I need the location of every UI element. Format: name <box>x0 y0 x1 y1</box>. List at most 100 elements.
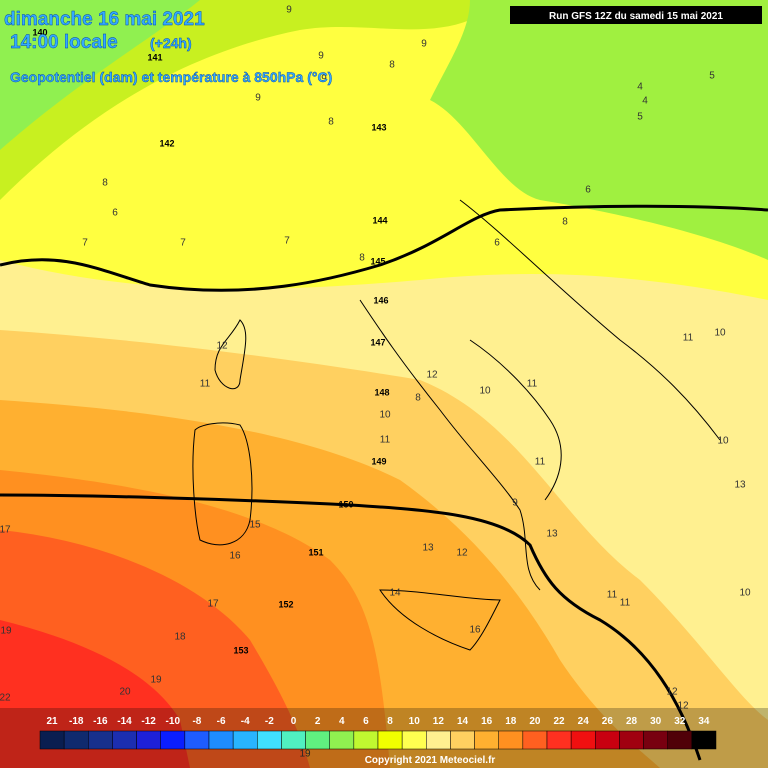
geopotential-label: 143 <box>371 122 386 132</box>
legend-label: 18 <box>505 716 517 727</box>
geopotential-label: 144 <box>372 215 387 225</box>
geopotential-label: 152 <box>278 599 293 609</box>
temperature-label: 13 <box>546 529 558 540</box>
geopotential-label: 153 <box>233 645 248 655</box>
temperature-label: 4 <box>642 96 648 107</box>
legend-swatch <box>232 730 258 750</box>
legend-swatch <box>426 730 451 750</box>
temperature-label: 20 <box>119 687 131 698</box>
temperature-label: 17 <box>0 525 11 536</box>
temperature-label: 11 <box>535 457 546 468</box>
temperature-label: 8 <box>415 393 421 404</box>
temperature-label: 10 <box>379 410 391 421</box>
temperature-label: 10 <box>717 436 729 447</box>
temperature-label: 10 <box>714 328 726 339</box>
isoline-150 <box>0 493 702 761</box>
temperature-label: 18 <box>174 632 186 643</box>
temperature-label: 12 <box>216 341 228 352</box>
legend-swatch <box>88 730 113 750</box>
legend-swatch <box>377 730 403 750</box>
temperature-label: 8 <box>359 253 365 264</box>
geopotential-label: 149 <box>371 456 386 466</box>
legend-label: -6 <box>217 716 226 727</box>
legend-swatch <box>450 730 475 750</box>
run: Run GFS 12Z du samedi 15 mai 2021 <box>549 11 723 22</box>
legend-label: -14 <box>117 716 132 727</box>
legend-swatch <box>595 730 620 750</box>
temperature-label: 19 <box>150 675 162 686</box>
legend-swatch <box>522 730 548 750</box>
temperature-label: 8 <box>102 178 108 189</box>
temperature-label: 12 <box>456 548 468 559</box>
temperature-label: 11 <box>200 379 211 390</box>
legend-swatch <box>184 730 210 750</box>
legend-label: -10 <box>166 716 181 727</box>
geopotential-label: 140 <box>32 27 47 37</box>
temperature-label: 15 <box>249 520 261 531</box>
legend-label: 20 <box>529 716 541 727</box>
legend-swatch <box>570 730 596 750</box>
temperature-label: 13 <box>734 480 746 491</box>
temperature-label: 14 <box>389 588 401 599</box>
legend-swatch <box>329 730 355 750</box>
temperature-label: 9 <box>421 39 427 50</box>
temperature-label: 11 <box>527 379 538 390</box>
legend-swatch <box>498 730 524 750</box>
isoline-145 <box>0 204 768 292</box>
temperature-label: 22 <box>0 693 11 704</box>
temperature-label: 16 <box>229 551 241 562</box>
geopotential-label: 146 <box>373 295 388 305</box>
date: dimanche 16 mai 2021 <box>4 9 205 30</box>
coastlines <box>192 199 721 651</box>
legend: 21 -18 -16 -14 -12 -10 -8 -6 -4 -2 0 2 4 6 8 10 12 14 16 18… <box>39 716 717 750</box>
corsica <box>214 319 247 390</box>
legend-label: 22 <box>554 716 566 727</box>
temperature-label: 6 <box>494 238 500 249</box>
temperature-label: 7 <box>180 238 186 249</box>
legend-swatch <box>474 730 499 750</box>
legend-swatch <box>257 730 282 750</box>
legend-label: 8 <box>387 716 393 727</box>
legend-swatch <box>305 730 330 750</box>
legend-swatch <box>619 730 644 750</box>
temperature-label: 16 <box>469 625 481 636</box>
temperature-label: 13 <box>422 543 434 554</box>
temperature-label: 11 <box>683 333 694 344</box>
legend-label: -18 <box>69 716 84 727</box>
legend-label: 14 <box>457 716 469 727</box>
legend-swatch <box>63 730 89 750</box>
temperature-label: 9 <box>512 498 518 509</box>
italy <box>359 299 562 591</box>
geopotential-label: 141 <box>147 52 162 62</box>
legend-label: 16 <box>481 716 493 727</box>
temperature-label: 8 <box>562 217 568 228</box>
temperature-label: 6 <box>585 185 591 196</box>
legend-label: 28 <box>626 716 638 727</box>
temperature-label: 4 <box>637 82 643 93</box>
legend-label: 21 <box>47 716 59 727</box>
temperature-label: 6 <box>112 208 118 219</box>
temperature-label: 5 <box>709 71 715 82</box>
legend-label: 34 <box>698 716 710 727</box>
legend-label: 24 <box>578 716 590 727</box>
geopotential-label: 142 <box>159 138 174 148</box>
temperature-label: 11 <box>620 598 631 609</box>
legend-swatch <box>112 730 137 750</box>
temperature-label: 11 <box>607 590 618 601</box>
legend-swatch <box>667 730 693 750</box>
geopotential-label: 150 <box>338 499 353 509</box>
geopotential-lines <box>0 204 768 761</box>
temperature-label: 12 <box>666 687 678 698</box>
geopotential-label: 147 <box>370 337 385 347</box>
legend-label: 26 <box>602 716 614 727</box>
legend-label: -12 <box>141 716 156 727</box>
legend-swatch <box>136 730 161 750</box>
run-box <box>510 6 762 24</box>
legend-label: 2 <box>315 716 321 727</box>
legend-label: -2 <box>265 716 274 727</box>
legend-label: 12 <box>433 716 445 727</box>
adriatic-coast <box>459 199 721 441</box>
temperature-label: 10 <box>479 386 491 397</box>
legend-label: 0 <box>291 716 297 727</box>
